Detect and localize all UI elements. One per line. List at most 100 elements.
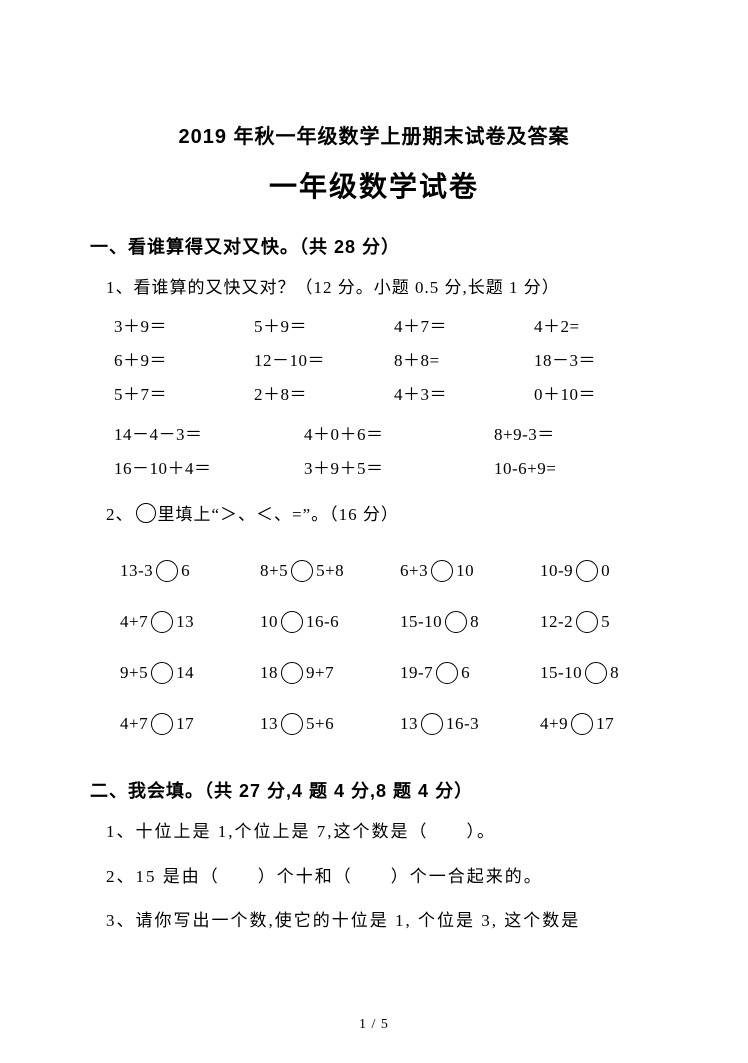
- comp-right: 8: [470, 596, 479, 647]
- arith-row: 5＋7＝ 2＋8＝ 4＋3＝ 0＋10＝: [114, 378, 658, 412]
- circle-icon: [281, 611, 303, 633]
- comp-left: 6+3: [400, 545, 428, 596]
- comp-right: 5: [601, 596, 610, 647]
- arith-cell: 8＋8=: [394, 344, 534, 378]
- comp-left: 4+7: [120, 596, 148, 647]
- comp-left: 15-10: [400, 596, 442, 647]
- comp-cell: 10 16-6: [260, 596, 400, 647]
- comp-left: 18: [260, 647, 278, 698]
- comp-cell: 13 5+6: [260, 698, 400, 749]
- comp-left: 9+5: [120, 647, 148, 698]
- fill-item: 2、15 是由（ ）个十和（ ）个一合起来的。: [106, 862, 658, 893]
- comp-right: 9+7: [306, 647, 334, 698]
- circle-icon: [151, 662, 173, 684]
- comp-cell: 6+3 10: [400, 545, 540, 596]
- comp-right: 16-6: [306, 596, 339, 647]
- arithmetic-grid-4col: 3＋9＝ 5＋9＝ 4＋7＝ 4＋2= 6＋9＝ 12－10＝ 8＋8= 18－…: [114, 310, 658, 412]
- comparison-grid: 13-3 6 8+5 5+8 6+3 10 10-9 0 4+7 13 10 16-6 15…: [120, 545, 658, 749]
- circle-icon: [431, 560, 453, 582]
- arith-cell: 4＋3＝: [394, 378, 534, 412]
- section-1-heading: 一、看谁算得又对又快。（共 28 分）: [90, 233, 658, 259]
- comp-left: 13: [260, 698, 278, 749]
- arith-row: 14－4－3＝ 4＋0＋6＝ 8+9-3＝: [114, 418, 658, 452]
- comp-right: 5+8: [316, 545, 344, 596]
- arith-cell: 5＋9＝: [254, 310, 394, 344]
- circle-icon: [576, 560, 598, 582]
- document-subtitle: 一年级数学试卷: [90, 165, 658, 205]
- page-number: 1 / 5: [0, 1017, 748, 1033]
- comp-left: 4+7: [120, 698, 148, 749]
- arith-cell: 4＋7＝: [394, 310, 534, 344]
- fill-item: 3、请你写出一个数,使它的十位是 1, 个位是 3, 这个数是: [106, 906, 658, 937]
- circle-icon: [151, 713, 173, 735]
- comp-cell: 12-2 5: [540, 596, 680, 647]
- q2-heading-post: 里填上“＞、＜、=”。（16 分）: [158, 505, 399, 524]
- circle-icon: [281, 662, 303, 684]
- arith-row: 16－10＋4＝ 3＋9＋5＝ 10-6+9=: [114, 452, 658, 486]
- comp-cell: 4+9 17: [540, 698, 680, 749]
- comp-cell: 18 9+7: [260, 647, 400, 698]
- comp-left: 19-7: [400, 647, 433, 698]
- comp-right: 0: [601, 545, 610, 596]
- comp-cell: 15-10 8: [400, 596, 540, 647]
- comp-left: 15-10: [540, 647, 582, 698]
- comp-cell: 13 16-3: [400, 698, 540, 749]
- arith-cell: 10-6+9=: [494, 452, 684, 486]
- arith-cell: 3＋9＋5＝: [304, 452, 494, 486]
- comp-cell: 4+7 13: [120, 596, 260, 647]
- comp-left: 10: [260, 596, 278, 647]
- arith-cell: 8+9-3＝: [494, 418, 684, 452]
- comp-cell: 8+5 5+8: [260, 545, 400, 596]
- comp-right: 17: [596, 698, 614, 749]
- comp-left: 13-3: [120, 545, 153, 596]
- comp-right: 17: [176, 698, 194, 749]
- comp-cell: 10-9 0: [540, 545, 680, 596]
- comp-row: 9+514 189+7 19-76 15-108: [120, 647, 658, 698]
- fill-item: 1、十位上是 1,个位上是 7,这个数是（ ）。: [106, 817, 658, 848]
- question-1-heading: 1、看谁算的又快又对？（12 分。小题 0.5 分,长题 1 分）: [106, 273, 658, 298]
- circle-icon: [421, 713, 443, 735]
- circle-icon: [136, 503, 156, 523]
- comp-left: 12-2: [540, 596, 573, 647]
- comp-row: 4+7 13 10 16-6 15-10 8 12-2 5: [120, 596, 658, 647]
- circle-icon: [436, 662, 458, 684]
- comp-cell: 13-3 6: [120, 545, 260, 596]
- comp-row: 4+7 17 13 5+6 13 16-3 4+9 17: [120, 698, 658, 749]
- arith-row: 6＋9＝ 12－10＝ 8＋8= 18－3＝: [114, 344, 658, 378]
- circle-icon: [445, 611, 467, 633]
- comp-cell: 4+7 17: [120, 698, 260, 749]
- circle-icon: [291, 560, 313, 582]
- comp-left: 8+5: [260, 545, 288, 596]
- comp-right: 14: [176, 647, 194, 698]
- arith-cell: 3＋9＝: [114, 310, 254, 344]
- circle-icon: [571, 713, 593, 735]
- arith-cell: 16－10＋4＝: [114, 452, 304, 486]
- comp-right: 16-3: [446, 698, 479, 749]
- comp-right: 10: [456, 545, 474, 596]
- q2-heading-pre: 2、: [106, 505, 134, 524]
- arith-cell: 18－3＝: [534, 344, 674, 378]
- arith-row: 3＋9＝ 5＋9＝ 4＋7＝ 4＋2=: [114, 310, 658, 344]
- question-2-heading: 2、 里填上“＞、＜、=”。（16 分）: [106, 500, 658, 525]
- circle-icon: [151, 611, 173, 633]
- comp-left: 4+9: [540, 698, 568, 749]
- circle-icon: [281, 713, 303, 735]
- comp-cell: 15-108: [540, 647, 680, 698]
- circle-icon: [156, 560, 178, 582]
- arith-cell: 6＋9＝: [114, 344, 254, 378]
- comp-right: 13: [176, 596, 194, 647]
- arith-cell: 14－4－3＝: [114, 418, 304, 452]
- exam-page: 2019 年秋一年级数学上册期末试卷及答案 一年级数学试卷 一、看谁算得又对又快…: [0, 0, 748, 1063]
- comp-right: 6: [461, 647, 470, 698]
- arith-cell: 12－10＝: [254, 344, 394, 378]
- comp-right: 5+6: [306, 698, 334, 749]
- comp-row: 13-3 6 8+5 5+8 6+3 10 10-9 0: [120, 545, 658, 596]
- circle-icon: [576, 611, 598, 633]
- arith-cell: 0＋10＝: [534, 378, 674, 412]
- comp-right: 6: [181, 545, 190, 596]
- arith-cell: 4＋0＋6＝: [304, 418, 494, 452]
- comp-left: 10-9: [540, 545, 573, 596]
- section-2-heading: 二、我会填。（共 27 分,4 题 4 分,8 题 4 分）: [90, 777, 658, 803]
- arithmetic-grid-3col: 14－4－3＝ 4＋0＋6＝ 8+9-3＝ 16－10＋4＝ 3＋9＋5＝ 10…: [114, 418, 658, 486]
- comp-left: 13: [400, 698, 418, 749]
